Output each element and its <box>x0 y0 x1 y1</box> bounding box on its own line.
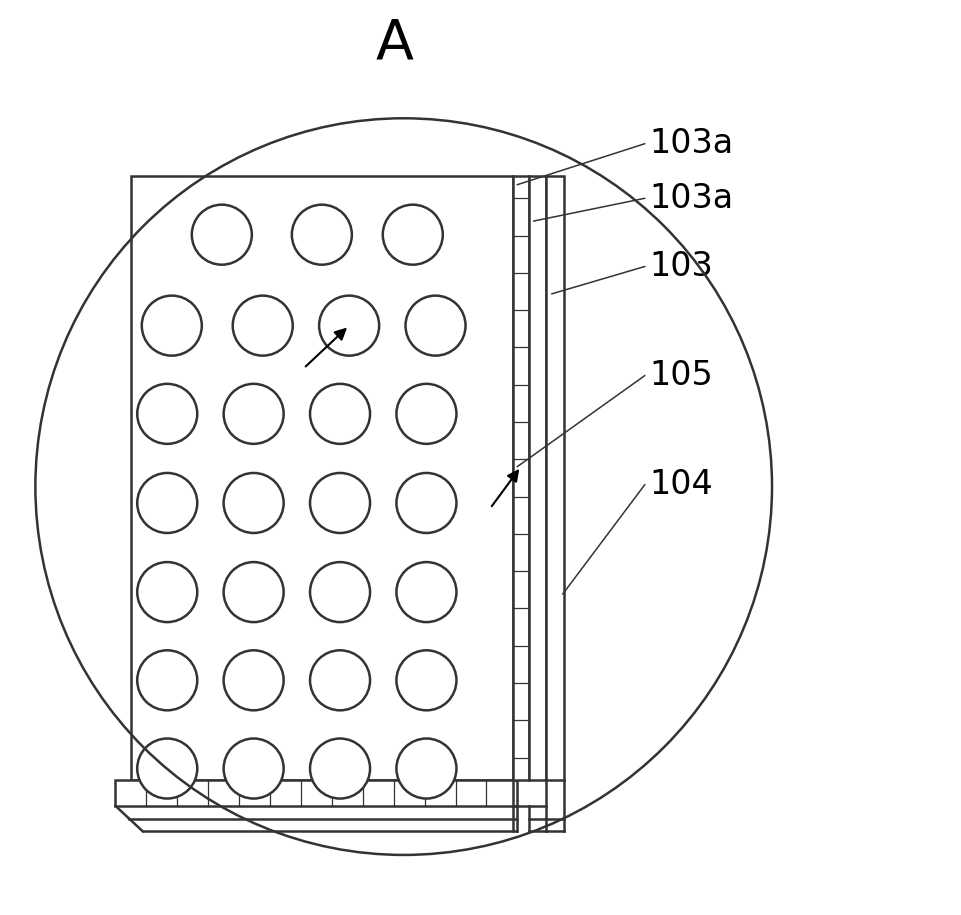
Circle shape <box>223 383 283 444</box>
Circle shape <box>309 383 370 444</box>
Circle shape <box>223 738 283 799</box>
Circle shape <box>309 651 370 710</box>
Circle shape <box>137 651 197 710</box>
Circle shape <box>309 562 370 622</box>
Circle shape <box>406 296 465 356</box>
Circle shape <box>137 473 197 533</box>
Text: 103a: 103a <box>649 182 732 215</box>
Circle shape <box>396 738 456 799</box>
Circle shape <box>396 651 456 710</box>
Circle shape <box>396 473 456 533</box>
Circle shape <box>309 473 370 533</box>
Circle shape <box>319 296 379 356</box>
Circle shape <box>382 205 442 264</box>
Circle shape <box>396 383 456 444</box>
Text: 105: 105 <box>649 360 712 393</box>
Text: 103a: 103a <box>649 127 732 160</box>
Circle shape <box>396 562 456 622</box>
Bar <box>529 176 545 780</box>
Circle shape <box>137 562 197 622</box>
Bar <box>545 176 563 780</box>
Circle shape <box>137 738 197 799</box>
Text: 103: 103 <box>649 250 712 283</box>
Circle shape <box>233 296 292 356</box>
Circle shape <box>223 651 283 710</box>
Circle shape <box>223 562 283 622</box>
Circle shape <box>223 473 283 533</box>
Bar <box>512 176 529 780</box>
Bar <box>131 176 512 780</box>
Text: 104: 104 <box>649 468 712 501</box>
Bar <box>115 780 517 806</box>
Circle shape <box>137 383 197 444</box>
Circle shape <box>36 118 772 855</box>
Circle shape <box>191 205 252 264</box>
Text: A: A <box>375 16 413 70</box>
Circle shape <box>309 738 370 799</box>
Circle shape <box>291 205 352 264</box>
Circle shape <box>141 296 202 356</box>
